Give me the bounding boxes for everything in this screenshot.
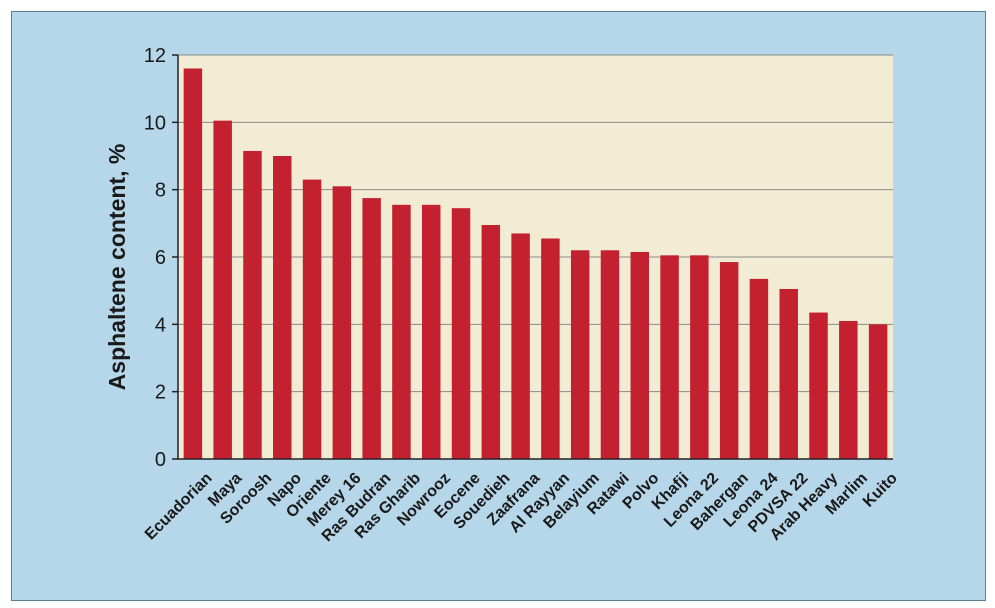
bar — [660, 255, 679, 459]
bar — [749, 278, 769, 459]
bar — [273, 156, 292, 459]
x-tick-label: Ecuadorian — [142, 470, 216, 544]
bar — [362, 198, 381, 460]
bar — [690, 255, 709, 459]
bar — [600, 250, 620, 459]
y-tick-label: 4 — [155, 314, 166, 336]
bar — [451, 208, 471, 459]
y-tick-label: 6 — [155, 247, 166, 269]
bar — [541, 238, 560, 459]
x-tick-label: Kuito — [860, 470, 901, 511]
bar — [392, 204, 411, 459]
bar — [421, 204, 441, 459]
y-tick-label: 0 — [155, 449, 166, 471]
bar — [779, 288, 798, 459]
bar — [183, 68, 203, 459]
bar — [839, 320, 858, 459]
bar — [481, 225, 501, 459]
bar — [809, 312, 828, 459]
bar — [302, 179, 322, 460]
bar — [332, 186, 352, 460]
bars — [183, 68, 888, 460]
bar-chart: 0 2 4 6 8 10 12 EcuadorianMayaSorooshNapoOrien… — [104, 45, 901, 546]
bar — [719, 262, 739, 459]
y-tick-labels: 0 2 4 6 8 10 12 — [144, 45, 178, 471]
bar — [243, 150, 262, 459]
y-tick-label: 8 — [155, 180, 166, 202]
bar — [511, 233, 530, 459]
y-tick-label: 10 — [144, 112, 166, 134]
y-tick-label: 12 — [144, 45, 166, 67]
y-tick-label: 2 — [155, 382, 166, 404]
chart-frame: 0 2 4 6 8 10 12 Ecuadorian Maya Soroosh Napo Orien… — [11, 11, 986, 601]
bar — [868, 324, 888, 459]
y-axis-title: Asphaltene content, % — [104, 144, 130, 391]
bar — [630, 251, 650, 459]
gridlines — [178, 54, 893, 393]
bar — [213, 120, 232, 460]
bar — [570, 250, 590, 459]
